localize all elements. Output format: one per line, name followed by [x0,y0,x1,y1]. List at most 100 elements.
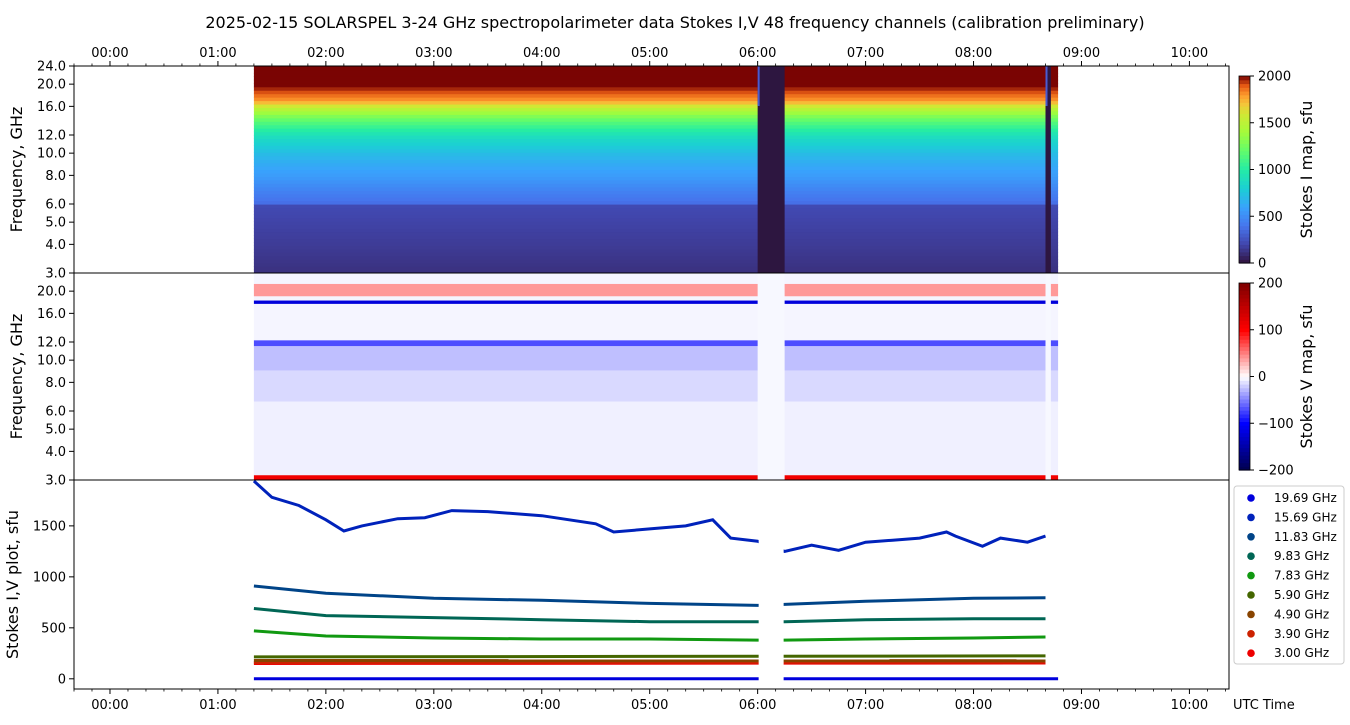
stokes-i-colorbar-swatch [1239,83,1250,88]
stokes-i-band [253,97,1059,102]
stokes-v-colorbar-tick-label: −200 [1258,464,1294,479]
stokes-v-colorbar-tick-label: 100 [1258,323,1283,338]
stokes-i-band [253,266,1059,271]
stokes-i-y-tick-label: 8.0 [45,169,66,184]
stokes-i-band [253,100,1059,105]
stokes-i-colorbar-swatch [1239,225,1250,230]
stokes-i-colorbar-swatch [1239,248,1250,253]
stokes-i-band [253,248,1059,253]
stokes-v-y-tick-label: 5.0 [45,423,66,438]
stokes-i-colorbar-tick-label: 1500 [1258,116,1291,131]
stokes-i-colorbar-swatch [1239,109,1250,114]
stokes-v-map-panel: 20.0 16.0 12.0 10.0 8.0 6.0 5.0 4.0 3.0 Frequency… [7,272,1230,489]
legend-marker [1247,494,1255,502]
top-time-tick-label: 05:00 [631,46,668,61]
stokes-i-band [253,131,1059,136]
stokes-i-band [253,152,1059,157]
stokes-i-band [253,103,1059,108]
stokes-v-y-tick-label: 8.0 [45,376,66,391]
bottom-time-tick-label: 09:00 [1063,698,1100,713]
stokes-i-band [253,107,1059,112]
legend-marker [1247,533,1255,541]
plot-y-tick-label: 1500 [33,519,66,534]
stokes-i-band [253,193,1059,198]
stokes-i-colorbar-label: Stokes I map, sfu [1297,101,1316,239]
stokes-i-band [253,121,1059,126]
stokes-i-colorbar-swatch [1239,169,1250,174]
stokes-i-colorbar-swatch [1239,214,1250,219]
stokes-i-colorbar-swatch [1239,218,1250,223]
legend-marker [1247,591,1255,599]
stokes-i-band [253,148,1059,153]
stokes-v-colorbar: 200 100 0 −100 −200 Stokes V map, sfu [1238,277,1316,479]
stokes-i-band [253,179,1059,184]
stokes-i-band [253,176,1059,181]
stokes-i-y-tick-label: 6.0 [45,198,66,213]
plot-y-label: Stokes I,V plot, sfu [3,510,22,659]
top-time-tick-label: 06:00 [739,46,776,61]
stokes-i-y-tick-label: 10.0 [37,147,66,162]
x-axis-label: UTC Time [1233,698,1295,713]
stokes-i-band [253,124,1059,129]
stokes-i-colorbar-swatch [1239,128,1250,133]
legend-marker [1247,552,1255,560]
stokes-i-colorbar-tick-label: 1000 [1258,163,1291,178]
stokes-i-colorbar-swatch [1239,120,1250,126]
stokes-v-colorbar-swatch [1239,350,1250,355]
top-time-tick-label: 08:00 [955,46,992,61]
bottom-time-tick-label: 10:00 [1171,698,1208,713]
stokes-i-colorbar-swatch [1239,147,1250,152]
stokes-i-band [253,76,1059,81]
stokes-i-band [253,183,1059,188]
stokes-i-colorbar-swatch [1239,98,1250,103]
stokes-i-colorbar-swatch [1239,158,1250,163]
legend-marker [1247,649,1255,657]
stokes-i-band [253,145,1059,150]
stokes-i-colorbar-swatch [1239,124,1250,129]
stokes-v-colorbar-swatch [1239,301,1250,307]
stokes-v-colorbar-swatch [1239,354,1250,359]
plot-frame [73,479,1230,690]
stokes-i-colorbar-swatch [1239,244,1250,249]
stokes-v-colorbar-tick-label: 200 [1258,277,1283,292]
legend-box [1233,485,1345,665]
legend-entry: 3.90 GHz [1274,627,1329,641]
stokes-i-band [253,262,1059,267]
bottom-time-tick-label: 04:00 [523,698,560,713]
stokes-i-band [253,128,1059,133]
stokes-i-colorbar-swatch [1239,154,1250,159]
plot-y-tick-label: 0 [58,672,66,687]
stokes-i-y-tick-label: 12.0 [37,129,66,144]
bottom-time-tick-label: 06:00 [739,698,776,713]
stokes-i-band [253,200,1059,205]
stokes-i-band [253,186,1059,191]
stokes-i-colorbar-swatch [1239,113,1250,118]
stokes-i-colorbar-swatch [1239,188,1250,193]
plot-y-tick-label: 500 [41,621,66,636]
stokes-i-band [253,159,1059,164]
stokes-v-colorbar-swatch [1239,462,1250,467]
stokes-v-y-label: Frequency, GHz [7,314,26,440]
plot-gap [758,480,784,689]
top-time-tick-label: 07:00 [847,46,884,61]
stokes-v-colorbar-swatch [1239,331,1250,336]
stokes-v-colorbar-swatch [1239,451,1250,456]
stokes-i-colorbar-swatch [1239,94,1250,100]
stokes-v-colorbar-swatch [1239,369,1250,374]
legend-marker [1247,571,1255,580]
stokes-i-colorbar-swatch [1239,240,1250,245]
stokes-i-band [253,93,1059,98]
stokes-v-colorbar-swatch [1239,320,1250,325]
stokes-v-colorbar-swatch [1239,286,1250,292]
stokes-v-colorbar-swatch [1239,346,1250,351]
stokes-v-colorbar-swatch [1239,312,1250,318]
stokes-i-colorbar-swatch [1239,165,1250,171]
stokes-i-colorbar-swatch [1239,162,1250,167]
stokes-i-band [253,197,1059,202]
stokes-v-colorbar-swatch [1239,432,1250,437]
stokes-i-y-tick-label: 24.0 [37,60,66,75]
stokes-i-band [253,238,1059,243]
stokes-v-colorbar-swatch [1239,413,1250,419]
stokes-i-band [253,114,1059,119]
top-time-tick-label: 01:00 [199,46,236,61]
